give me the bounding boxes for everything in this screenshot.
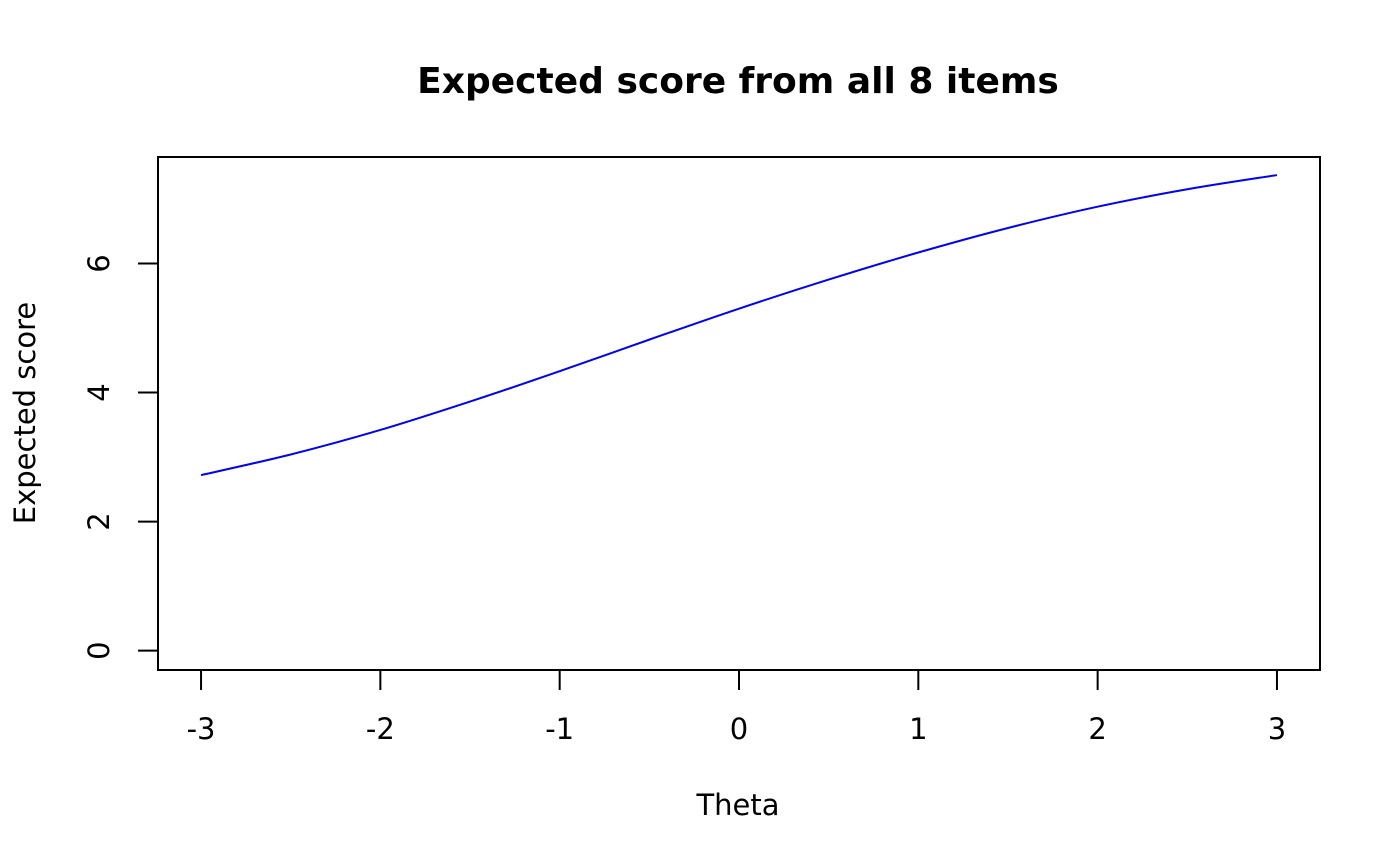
y-axis: 0 2 4 6 [82, 254, 159, 660]
x-tick-label: 0 [730, 712, 748, 746]
x-tick-label: 1 [909, 712, 927, 746]
y-tick-label: 2 [82, 512, 116, 530]
x-tick-label: -3 [187, 712, 216, 746]
x-tick-label: -1 [545, 712, 574, 746]
x-axis-label: Theta [695, 788, 779, 822]
x-tick-label: -2 [366, 712, 395, 746]
series-layer [200, 174, 1278, 477]
x-axis: -3 -2 -1 0 1 2 3 [187, 669, 1286, 746]
y-tick-label: 6 [82, 254, 116, 272]
x-tick-label: 3 [1268, 712, 1286, 746]
chart-title: Expected score from all 8 items [417, 61, 1059, 102]
series-line-0 [200, 174, 1278, 477]
y-tick-label: 4 [82, 383, 116, 401]
y-axis-label: Expected score [8, 302, 42, 524]
x-tick-label: 2 [1088, 712, 1106, 746]
y-tick-label: 0 [82, 641, 116, 659]
